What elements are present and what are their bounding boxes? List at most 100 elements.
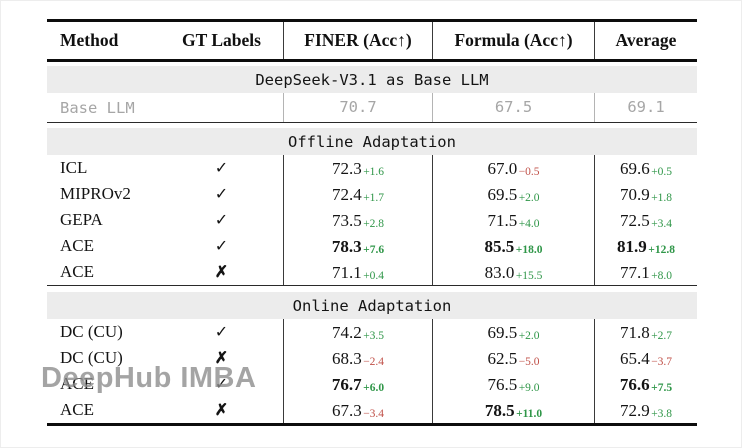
delta-badge: +15.5 [515,269,543,282]
column-header-method: Method [60,30,119,50]
delta-badge: +11.0 [516,407,543,420]
delta-badge: +3.8 [651,407,673,420]
finer-score-cell: 71.1 +0.4 [283,259,432,285]
finer-score-cell: 72.4 +1.7 [283,181,432,207]
gt-check-icon: ✓ [214,160,229,177]
method-cell: Base LLM [60,98,135,117]
average-score-cell: 77.1 +8.0 [594,259,697,285]
delta-badge: +2.0 [518,329,540,342]
formula-score-cell: 85.5 +18.0 [432,233,594,259]
formula-score-cell: 69.5 +2.0 [432,319,594,345]
finer-score-cell: 70.7 [283,93,432,122]
method-cell: ACE [60,400,94,419]
gt-check-icon: ✓ [214,212,229,229]
average-score-cell: 72.5 +3.4 [594,207,697,233]
delta-badge: +8.0 [651,269,673,282]
delta-badge: +3.4 [651,217,673,230]
results-table: Method GT Labels FINER (Acc↑) Formula (A… [47,19,697,426]
delta-badge: +0.5 [651,165,673,178]
method-cell: DC (CU) [60,322,123,341]
delta-badge: +4.0 [518,217,540,230]
delta-badge: +1.7 [363,191,385,204]
average-score-cell: 71.8 +2.7 [594,319,697,345]
average-score-cell: 69.1 [594,93,697,122]
formula-score-cell: 71.5 +4.0 [432,207,594,233]
method-cell: ICL [60,158,88,177]
gt-label-cell [160,93,283,122]
column-header-average: Average [594,22,697,59]
section-band-offline: Offline Adaptation [47,128,697,155]
finer-score-cell: 78.3 +7.6 [283,233,432,259]
delta-badge: +2.7 [651,329,673,342]
method-cell: ACE [60,262,94,281]
section-band-online: Online Adaptation [47,292,697,319]
section-divider-rule [47,122,697,123]
section-divider-rule [47,285,697,286]
table-header-row: Method GT Labels FINER (Acc↑) Formula (A… [47,22,697,59]
average-score-cell: 65.4 −3.7 [594,345,697,371]
gt-check-icon: ✓ [214,376,229,393]
method-cell: ACE [60,374,94,393]
gt-check-icon: ✓ [214,238,229,255]
table-row: MIPROv2 ✓ 72.4 +1.7 69.5 +2.0 70.9 +1.8 [47,181,697,207]
delta-badge: −3.7 [651,355,673,368]
formula-score-cell: 62.5 −5.0 [432,345,594,371]
delta-badge: +9.0 [518,381,540,394]
table-row: GEPA ✓ 73.5 +2.8 71.5 +4.0 72.5 +3.4 [47,207,697,233]
delta-badge: −2.4 [363,355,385,368]
gt-check-icon: ✓ [214,324,229,341]
table-row-base-llm: Base LLM 70.7 67.5 69.1 [47,93,697,122]
average-score-cell: 70.9 +1.8 [594,181,697,207]
formula-score-cell: 83.0 +15.5 [432,259,594,285]
table-row: ACE ✓ 78.3 +7.6 85.5 +18.0 81.9 +12.8 [47,233,697,259]
header-bottom-rule [47,59,697,62]
finer-score-cell: 72.3 +1.6 [283,155,432,181]
gt-cross-icon: ✗ [214,402,229,419]
delta-badge: +0.4 [363,269,385,282]
method-cell: MIPROv2 [60,184,131,203]
formula-score-cell: 69.5 +2.0 [432,181,594,207]
delta-badge: +18.0 [515,243,543,256]
finer-score-cell: 74.2 +3.5 [283,319,432,345]
section-band-base-llm: DeepSeek-V3.1 as Base LLM [47,66,697,93]
formula-score-cell: 78.5 +11.0 [432,397,594,423]
method-cell: GEPA [60,210,103,229]
formula-score-cell: 76.5 +9.0 [432,371,594,397]
delta-badge: +12.8 [648,243,675,256]
average-score-cell: 69.6 +0.5 [594,155,697,181]
delta-badge: −5.0 [518,355,540,368]
delta-badge: −0.5 [518,165,540,178]
column-header-finer: FINER (Acc↑) [283,22,432,59]
delta-badge: +1.8 [651,191,673,204]
delta-badge: +3.5 [363,329,385,342]
finer-score-cell: 73.5 +2.8 [283,207,432,233]
table-row: ACE ✗ 67.3 −3.4 78.5 +11.0 72.9 +3.8 [47,397,697,423]
finer-score-cell: 67.3 −3.4 [283,397,432,423]
gt-cross-icon: ✗ [214,264,229,281]
average-score-cell: 81.9 +12.8 [594,233,697,259]
gt-check-icon: ✓ [214,186,229,203]
finer-score-cell: 76.7 +6.0 [283,371,432,397]
formula-score-cell: 67.0 −0.5 [432,155,594,181]
average-score-cell: 72.9 +3.8 [594,397,697,423]
method-cell: DC (CU) [60,348,123,367]
method-cell: ACE [60,236,94,255]
delta-badge: −3.4 [363,407,385,420]
table-bottom-rule [47,423,697,426]
table-row: DC (CU) ✗ 68.3 −2.4 62.5 −5.0 65.4 −3.7 [47,345,697,371]
delta-badge: +2.8 [363,217,385,230]
finer-score-cell: 68.3 −2.4 [283,345,432,371]
table-row: ICL ✓ 72.3 +1.6 67.0 −0.5 69.6 +0.5 [47,155,697,181]
average-score-cell: 76.6 +7.5 [594,371,697,397]
delta-badge: +1.6 [363,165,385,178]
table-row: ACE ✓ 76.7 +6.0 76.5 +9.0 76.6 +7.5 [47,371,697,397]
delta-badge: +2.0 [518,191,540,204]
delta-badge: +7.5 [651,381,673,394]
table-row: ACE ✗ 71.1 +0.4 83.0 +15.5 77.1 +8.0 [47,259,697,285]
table-row: DC (CU) ✓ 74.2 +3.5 69.5 +2.0 71.8 +2.7 [47,319,697,345]
delta-badge: +6.0 [363,381,385,394]
formula-score-cell: 67.5 [432,93,594,122]
delta-badge: +7.6 [363,243,385,256]
column-header-gt-labels: GT Labels [182,30,261,50]
